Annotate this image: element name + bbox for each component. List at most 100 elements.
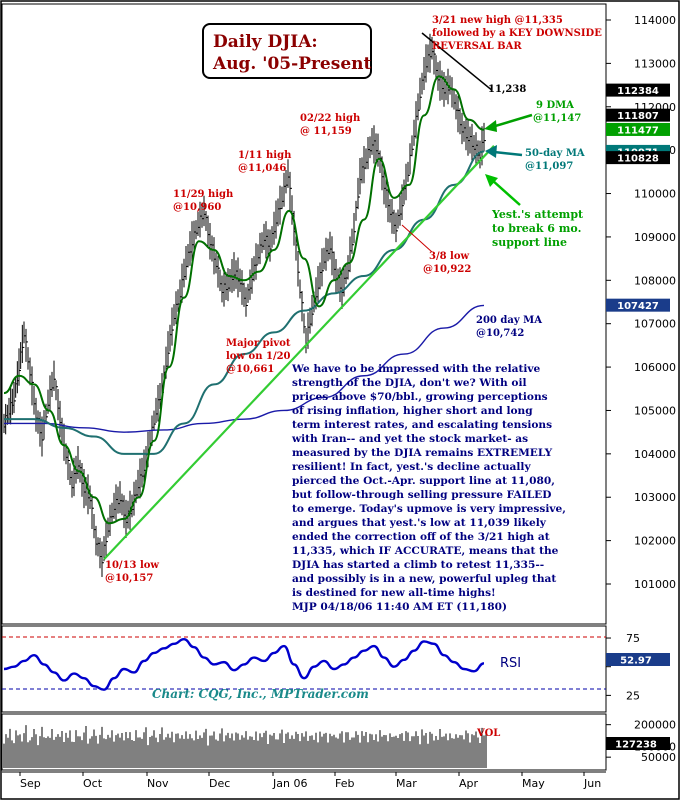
x-axis: Sep Oct Nov Dec Jan 06 Feb Mar Apr May Jun [2,771,606,790]
price-box [606,108,670,122]
x-tick-label: Apr [459,777,479,790]
price-box-label: 111807 [617,111,659,122]
rsi-ytick-label: 25 [626,689,640,702]
price-ytick-label: 107000 [634,318,676,331]
price-ytick-label: 101000 [634,578,676,591]
annotation-arrows [401,113,533,253]
commentary-line: and argues that yest.'s low at 11,039 li… [292,517,547,529]
price-ytick-label: 109000 [634,231,676,244]
ann-pivot-3: @10,661 [226,364,274,375]
commentary-line: prices above $70/bbl., growing perceptio… [292,391,548,403]
title-box: Daily DJIA: Aug. '05-Present [202,23,372,79]
ann-0111-2: @11,046 [238,163,286,174]
commentary-line: ended the correction off of the 3/21 hig… [292,531,550,543]
price-ytick-label: 102000 [634,535,676,548]
ann-yest-3: support line [492,236,567,249]
arrow-9dma [491,113,533,129]
commentary-line: of rising inflation, higher short and lo… [292,405,533,417]
price-ytick-label: 113000 [634,57,676,70]
commentary-line: is destined for new all-time highs! [292,587,496,599]
commentary-line: term interest rates, and escalating tens… [292,419,552,431]
ann-0308-1: 3/8 low [429,251,470,262]
rsi-value: 52.97 [620,656,652,667]
price-boxes: 112384111807111477110971110828107427 [606,83,670,312]
rsi-value-box [606,653,670,666]
ann-1129-1: 11/29 high [173,189,234,200]
ann-resist-value: 11,238 [488,84,526,95]
arrow-50ma-head [485,145,497,158]
title-line1: Daily DJIA: [213,32,318,52]
price-ytick-label: 108000 [634,274,676,287]
commentary-line: measured by the DJIA remains EXTREMELY [292,447,553,459]
commentary-line: but follow-through selling pressure FAIL… [292,489,551,501]
price-box [606,298,670,312]
resistance-trendline [421,32,493,91]
ann-pivot-1: Major pivot [226,338,291,349]
arrow-9dma-head [484,120,497,132]
price-box [606,151,670,165]
volume-bars [3,725,487,768]
commentary-line: to emerge. Today's upmove is very impres… [292,503,566,515]
commentary-line: resilient! In fact, yest.'s decline actu… [292,461,531,473]
x-tick-label: Mar [396,777,417,790]
x-tick-label: Dec [209,777,230,790]
ann-0308-2: @10,922 [423,264,471,275]
vol-value-box [606,737,670,750]
vol-label: VOL [476,728,500,739]
price-ytick-label: 114000 [634,14,676,27]
price-ytick-label: 110000 [634,188,676,201]
annotations: 3/21 new high @11,335 followed by a KEY … [105,15,602,584]
commentary-line: and possibly is in a new, powerful upleg… [292,573,556,585]
vol-value: 127238 [615,740,657,751]
price-box [606,83,670,97]
price-box-label: 112384 [617,86,659,97]
commentary-line: with Iran-- and yet the stock market- as [291,433,528,445]
x-tick-label: Oct [83,777,103,790]
commentary-line: 11,335, which IF ACCURATE, means that th… [292,545,559,557]
commentary-line: We have to be impressed with the relativ… [291,363,541,375]
x-tick-label: Jun [583,777,601,790]
price-box-label: 107427 [617,301,659,312]
dma9-line [3,75,485,525]
x-tick-label: Feb [335,777,354,790]
vol-ytick-label: 50000 [641,751,676,764]
commentary-line: pierced the Oct.-Apr. support line at 11… [292,475,555,487]
ann-0222-2: @ 11,159 [300,126,352,137]
ann-0222-1: 02/22 high [300,113,361,124]
rsi-ytick-label: 75 [626,632,640,645]
ann-high-2: followed by a KEY DOWNSIDE [432,28,602,39]
x-tick-label: Jan 06 [272,777,307,790]
rsi-label: RSI [500,656,521,671]
arrow-yest [491,179,521,206]
ann-pivot-2: low on 1/20 [226,351,291,362]
price-box-label: 110828 [617,154,659,165]
x-tick-label: Nov [147,777,169,790]
ann-9dma-1: 9 DMA [536,100,574,111]
ann-yest-1: Yest.'s attempt [491,208,584,221]
ann-50ma-2: @11,097 [525,161,573,172]
ma200-line [4,304,485,433]
title-line2: Aug. '05-Present [212,54,371,74]
ann-yest-2: to break 6 mo. [492,222,581,235]
ann-1013-2: @10,157 [105,573,153,584]
ann-50ma-1: 50-day MA [525,148,585,159]
ann-high-1: 3/21 new high @11,335 [432,15,563,26]
price-ytick-label: 103000 [634,491,676,504]
x-tick-label: Sep [20,777,41,790]
rsi-panel [1,625,607,713]
price-box [606,122,670,136]
arrow-yest-head [485,174,498,187]
chart-credit: Chart: CQG, Inc., MPTrader.com [152,687,369,701]
price-ytick-label: 104000 [634,448,676,461]
arrow-50ma [493,150,523,157]
rsi-y-axis: 75 25 [606,632,640,702]
ann-200ma-1: 200 day MA [476,315,542,326]
rsi-line [3,637,485,691]
price-ytick-label: 105000 [634,404,676,417]
ann-high-3: REVERSAL BAR [432,41,522,52]
support-trendline [103,145,495,561]
price-y-axis: 1140001130001120001110001100001090001080… [606,14,676,591]
price-box-label: 111477 [617,125,659,136]
ann-1013-1: 10/13 low [105,560,159,571]
